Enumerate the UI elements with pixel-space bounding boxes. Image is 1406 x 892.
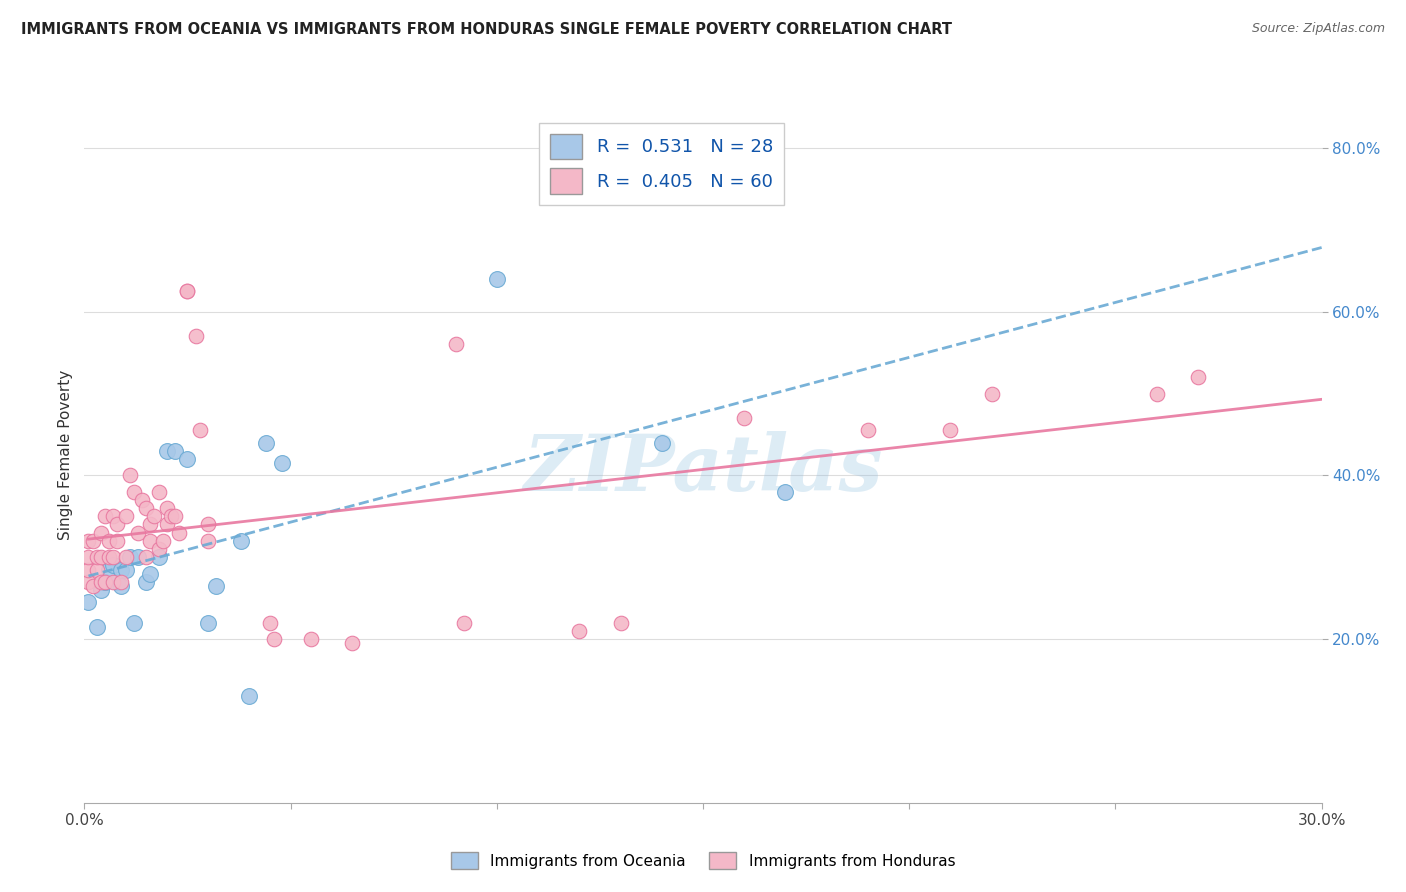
Point [135, 550, 157, 565]
Point [127, 550, 149, 565]
Point [98, 550, 121, 565]
Point [77, 574, 100, 589]
Point [139, 566, 162, 581]
Point [176, 452, 198, 467]
Point [77, 595, 100, 609]
Point [103, 509, 125, 524]
Point [197, 533, 219, 548]
Legend: Immigrants from Oceania, Immigrants from Honduras: Immigrants from Oceania, Immigrants from… [444, 846, 962, 875]
Point [651, 435, 673, 450]
Point [114, 562, 136, 576]
Point [77, 562, 100, 576]
Point [94, 574, 117, 589]
Point [90, 574, 112, 589]
Point [143, 509, 166, 524]
Text: ZIPatlas: ZIPatlas [523, 431, 883, 507]
Point [939, 423, 962, 437]
Point [254, 435, 277, 450]
Point [139, 517, 162, 532]
Point [197, 615, 219, 630]
Point [86, 562, 108, 576]
Point [127, 525, 149, 540]
Point [271, 456, 294, 470]
Point [135, 501, 157, 516]
Point [342, 636, 364, 650]
Point [197, 517, 219, 532]
Point [110, 574, 132, 589]
Point [110, 562, 132, 576]
Point [444, 337, 467, 351]
Point [118, 550, 141, 565]
Point [609, 615, 631, 630]
Point [165, 443, 187, 458]
Point [148, 484, 170, 499]
Point [485, 272, 508, 286]
Text: IMMIGRANTS FROM OCEANIA VS IMMIGRANTS FROM HONDURAS SINGLE FEMALE POVERTY CORREL: IMMIGRANTS FROM OCEANIA VS IMMIGRANTS FR… [21, 22, 952, 37]
Point [98, 562, 121, 576]
Point [568, 624, 591, 638]
Point [122, 484, 145, 499]
Point [139, 533, 162, 548]
Y-axis label: Single Female Poverty: Single Female Poverty [58, 370, 73, 540]
Point [263, 632, 285, 646]
Point [299, 632, 322, 646]
Point [94, 574, 117, 589]
Point [90, 550, 112, 565]
Point [733, 411, 755, 425]
Point [86, 620, 108, 634]
Point [77, 533, 100, 548]
Point [122, 615, 145, 630]
Point [156, 501, 179, 516]
Point [1187, 370, 1209, 384]
Point [103, 558, 125, 573]
Point [160, 509, 183, 524]
Point [105, 533, 128, 548]
Point [90, 582, 112, 597]
Point [156, 517, 179, 532]
Point [176, 284, 198, 298]
Point [856, 423, 879, 437]
Point [131, 492, 153, 507]
Point [135, 574, 157, 589]
Point [176, 284, 198, 298]
Point [114, 509, 136, 524]
Point [188, 423, 211, 437]
Point [156, 443, 179, 458]
Point [77, 550, 100, 565]
Point [259, 615, 281, 630]
Text: Source: ZipAtlas.com: Source: ZipAtlas.com [1251, 22, 1385, 36]
Point [229, 533, 252, 548]
Point [238, 690, 260, 704]
Point [184, 329, 207, 343]
Point [114, 550, 136, 565]
Point [775, 484, 797, 499]
Point [152, 533, 174, 548]
Point [82, 579, 104, 593]
Legend: R =  0.531   N = 28, R =  0.405   N = 60: R = 0.531 N = 28, R = 0.405 N = 60 [538, 123, 783, 205]
Point [98, 533, 121, 548]
Point [110, 579, 132, 593]
Point [167, 525, 190, 540]
Point [105, 574, 128, 589]
Point [165, 509, 187, 524]
Point [1146, 386, 1168, 401]
Point [86, 550, 108, 565]
Point [105, 517, 128, 532]
Point [118, 468, 141, 483]
Point [103, 550, 125, 565]
Point [453, 615, 475, 630]
Point [148, 550, 170, 565]
Point [103, 574, 125, 589]
Point [82, 533, 104, 548]
Point [980, 386, 1002, 401]
Point [90, 525, 112, 540]
Point [148, 542, 170, 557]
Point [94, 509, 117, 524]
Point [205, 579, 228, 593]
